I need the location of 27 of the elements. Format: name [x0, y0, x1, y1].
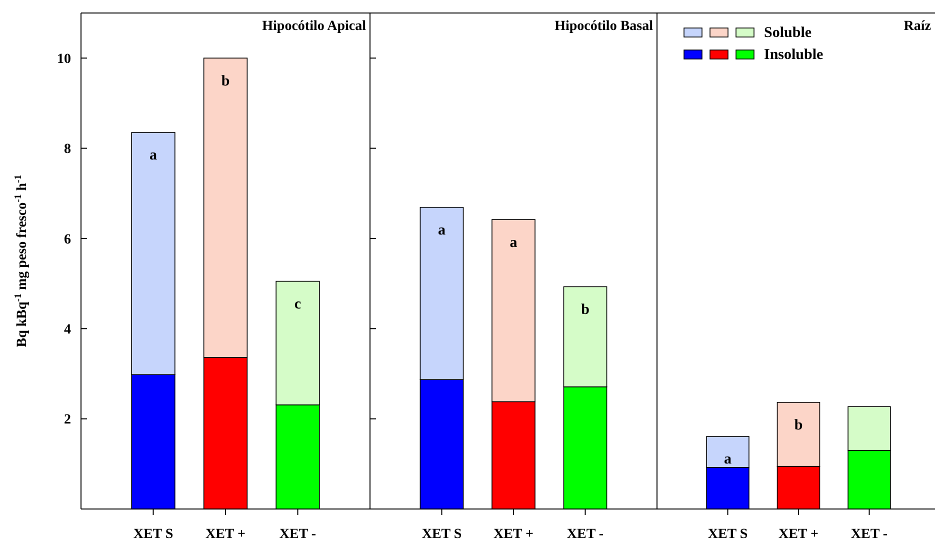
y-tick-label: 4	[64, 322, 71, 338]
x-tick-label: XET +	[778, 527, 819, 542]
annotation: a	[724, 452, 732, 468]
x-tick-label: XET S	[422, 527, 462, 542]
x-tick-label: XET +	[205, 527, 246, 542]
y-tick-label: 8	[64, 142, 71, 158]
annotation: a	[510, 234, 518, 251]
annotation: a	[438, 222, 446, 239]
annotation: b	[581, 302, 590, 318]
x-tick-label: XET -	[850, 527, 888, 542]
x-tick-label: XET +	[493, 527, 534, 542]
annotation: b	[794, 418, 803, 434]
x-tick-label: XET -	[566, 527, 604, 542]
x-tick-label: XET -	[279, 527, 316, 542]
chart-title: Raíz	[904, 19, 931, 34]
y-tick-label: 2	[64, 412, 71, 428]
chart-title: Hipocótilo Apical	[262, 19, 366, 34]
x-tick-label: XET S	[133, 527, 174, 542]
legend-label: Insoluble	[764, 47, 824, 63]
legend-label: Soluble	[764, 25, 812, 41]
chart-title: Hipocótilo Basal	[554, 19, 654, 34]
annotation: b	[221, 73, 230, 90]
y-tick-label: 10	[57, 52, 71, 67]
y-tick-label: 6	[64, 232, 71, 248]
annotation: c	[294, 296, 302, 313]
annotation: a	[150, 148, 158, 164]
x-tick-label: XET S	[708, 527, 748, 542]
